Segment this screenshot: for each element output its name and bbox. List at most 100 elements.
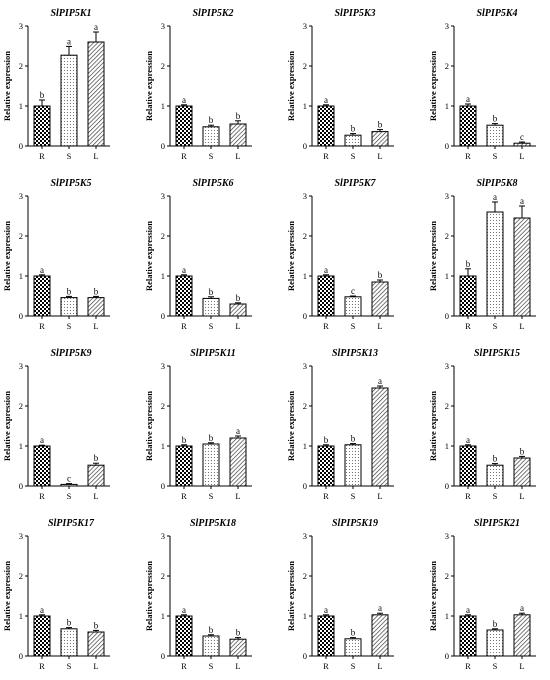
y-tick-label: 1 bbox=[303, 611, 307, 621]
bar bbox=[202, 297, 220, 317]
significance-letter: a bbox=[40, 435, 44, 445]
y-tick-label: 1 bbox=[303, 271, 307, 281]
significance-letter: a bbox=[324, 95, 328, 105]
y-tick-label: 2 bbox=[445, 401, 449, 411]
x-tick-label: R bbox=[323, 151, 329, 161]
y-tick-label: 3 bbox=[303, 21, 307, 31]
x-tick-label: S bbox=[209, 151, 214, 161]
x-tick-label: R bbox=[465, 321, 471, 331]
significance-letter: a bbox=[466, 94, 470, 104]
y-axis-label: Relative expression bbox=[2, 221, 12, 291]
significance-letter: a bbox=[520, 196, 524, 206]
significance-letter: b bbox=[209, 625, 214, 635]
y-tick-label: 2 bbox=[303, 401, 307, 411]
x-tick-label: S bbox=[351, 491, 356, 501]
x-tick-label: R bbox=[465, 491, 471, 501]
bar bbox=[317, 615, 335, 657]
bar bbox=[33, 445, 51, 487]
x-tick-label: L bbox=[93, 491, 98, 501]
y-tick-label: 2 bbox=[303, 61, 307, 71]
x-tick-label: R bbox=[323, 321, 329, 331]
x-tick-label: L bbox=[235, 661, 240, 671]
significance-letter: a bbox=[324, 605, 328, 615]
y-tick-label: 3 bbox=[161, 21, 165, 31]
y-tick-label: 1 bbox=[19, 441, 23, 451]
bar bbox=[202, 635, 220, 657]
x-tick-label: S bbox=[493, 661, 498, 671]
y-tick-label: 0 bbox=[161, 141, 165, 151]
x-tick-label: S bbox=[67, 321, 72, 331]
bar bbox=[486, 124, 504, 147]
x-tick-label: S bbox=[351, 151, 356, 161]
chart-title: SlPIP5K1 bbox=[50, 8, 91, 19]
bar bbox=[87, 631, 105, 657]
y-tick-label: 0 bbox=[19, 141, 23, 151]
x-tick-label: R bbox=[39, 321, 45, 331]
chart-title: SlPIP5K21 bbox=[474, 518, 520, 529]
chart-panel: SlPIP5K6 Relative expression 0 1 2 3 a Rb Sb L bbox=[144, 178, 252, 331]
y-tick-label: 1 bbox=[445, 101, 449, 111]
x-tick-label: S bbox=[209, 661, 214, 671]
x-tick-label: R bbox=[181, 491, 187, 501]
bar bbox=[513, 457, 531, 487]
significance-letter: a bbox=[182, 605, 186, 615]
bar bbox=[344, 296, 362, 317]
bar bbox=[459, 105, 477, 147]
chart-title: SlPIP5K5 bbox=[50, 178, 91, 189]
y-tick-label: 1 bbox=[303, 441, 307, 451]
bar bbox=[371, 614, 389, 657]
chart-title: SlPIP5K6 bbox=[192, 178, 233, 189]
y-tick-label: 0 bbox=[445, 311, 449, 321]
x-tick-label: R bbox=[181, 661, 187, 671]
bar bbox=[459, 275, 477, 317]
x-tick-label: L bbox=[519, 321, 524, 331]
y-axis-label: Relative expression bbox=[2, 51, 12, 121]
bar bbox=[459, 445, 477, 487]
significance-letter: a bbox=[40, 605, 44, 615]
y-tick-label: 2 bbox=[161, 231, 165, 241]
y-tick-label: 1 bbox=[445, 611, 449, 621]
significance-letter: a bbox=[236, 426, 240, 436]
y-axis-label: Relative expression bbox=[428, 561, 438, 631]
significance-letter: b bbox=[324, 435, 329, 445]
bar bbox=[344, 638, 362, 657]
bar bbox=[344, 444, 362, 487]
y-axis-label: Relative expression bbox=[144, 561, 154, 631]
chart-panel: SlPIP5K11 Relative expression 0 1 2 3 b Rb Sa L bbox=[144, 348, 252, 501]
y-axis-label: Relative expression bbox=[428, 391, 438, 461]
significance-letter: a bbox=[182, 95, 186, 105]
significance-letter: a bbox=[40, 265, 44, 275]
x-tick-label: L bbox=[235, 151, 240, 161]
y-axis-label: Relative expression bbox=[144, 51, 154, 121]
x-tick-label: L bbox=[377, 151, 382, 161]
bar bbox=[60, 297, 78, 317]
bar bbox=[371, 131, 389, 147]
significance-letter: b bbox=[520, 446, 525, 456]
y-tick-label: 0 bbox=[303, 481, 307, 491]
significance-letter: b bbox=[493, 619, 498, 629]
bar bbox=[513, 142, 531, 147]
bar bbox=[175, 105, 193, 147]
chart-panel: SlPIP5K19 Relative expression 0 1 2 3 a Rb Sa L bbox=[286, 518, 394, 671]
significance-letter: a bbox=[94, 22, 98, 32]
chart-title: SlPIP5K9 bbox=[50, 348, 91, 359]
x-tick-label: L bbox=[235, 491, 240, 501]
bar bbox=[486, 211, 504, 317]
y-tick-label: 1 bbox=[161, 441, 165, 451]
chart-title: SlPIP5K8 bbox=[476, 178, 517, 189]
significance-letter: a bbox=[182, 265, 186, 275]
significance-letter: b bbox=[94, 286, 99, 296]
y-tick-label: 0 bbox=[445, 141, 449, 151]
bar bbox=[229, 638, 247, 657]
y-tick-label: 2 bbox=[19, 231, 23, 241]
x-tick-label: L bbox=[235, 321, 240, 331]
x-tick-label: S bbox=[351, 661, 356, 671]
significance-letter: b bbox=[182, 435, 187, 445]
y-tick-label: 3 bbox=[19, 531, 23, 541]
chart-panel: SlPIP5K18 Relative expression 0 1 2 3 a Rb Sb L bbox=[144, 518, 252, 671]
y-tick-label: 0 bbox=[303, 141, 307, 151]
chart-panel: SlPIP5K7 Relative expression 0 1 2 3 a Rc Sb L bbox=[286, 178, 394, 331]
bar bbox=[60, 628, 78, 657]
significance-letter: b bbox=[94, 453, 99, 463]
